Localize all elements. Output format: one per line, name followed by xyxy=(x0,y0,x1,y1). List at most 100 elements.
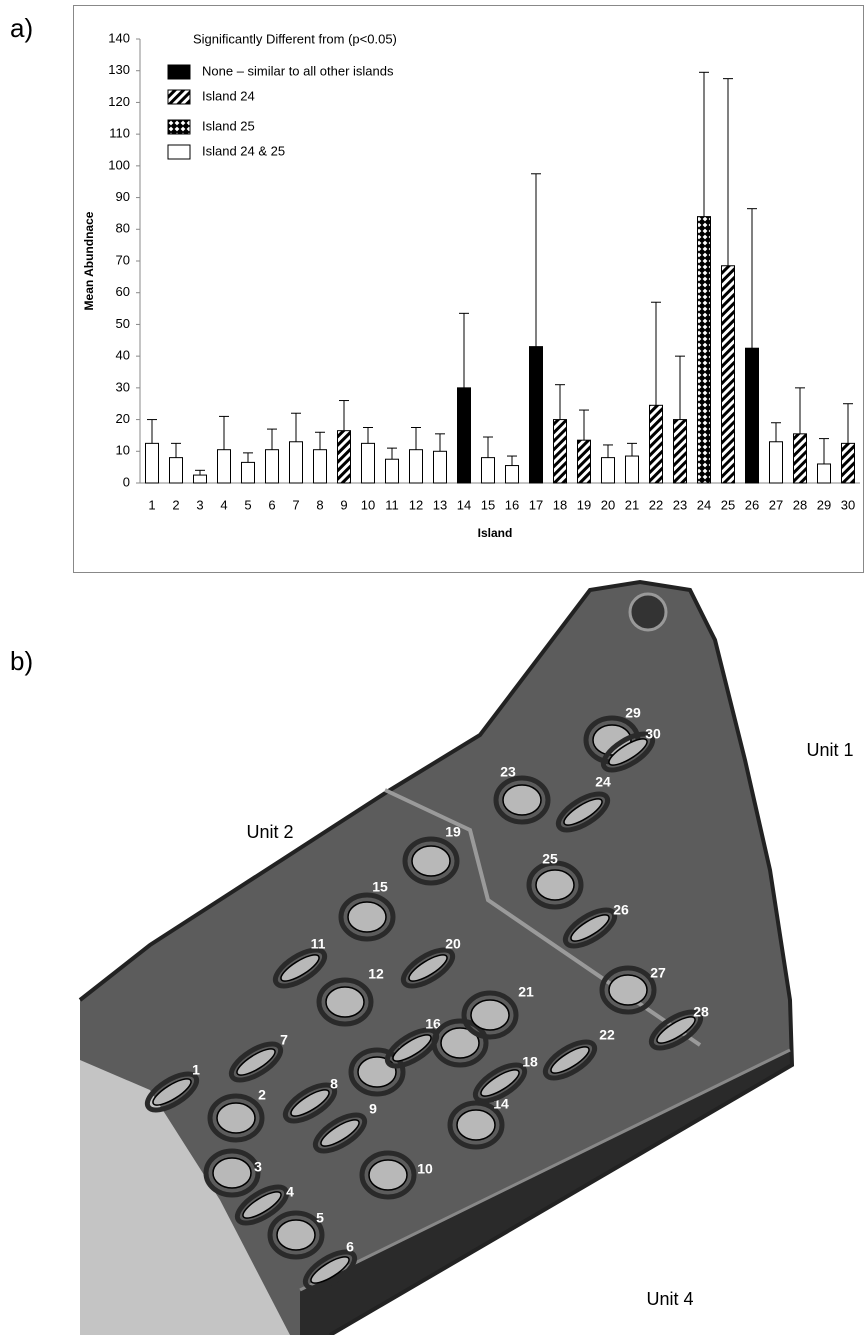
y-tick-label: 10 xyxy=(116,443,130,458)
y-tick-label: 120 xyxy=(108,94,130,109)
x-tick-label: 21 xyxy=(625,497,639,512)
y-tick-label: 130 xyxy=(108,62,130,77)
panel-label: b) xyxy=(10,646,33,676)
bar xyxy=(650,405,663,483)
y-tick-label: 20 xyxy=(116,411,130,426)
bar xyxy=(554,420,567,483)
island-label: 7 xyxy=(280,1032,288,1048)
island-label: 28 xyxy=(693,1004,709,1020)
bar xyxy=(626,456,639,483)
bar xyxy=(818,464,831,483)
map: b) 1234567891011121314151617181920212223… xyxy=(10,582,854,1335)
legend-title: Significantly Different from (p<0.05) xyxy=(193,31,397,46)
island xyxy=(412,846,450,876)
y-axis-label: Mean Abundnace xyxy=(82,211,96,310)
figure: a) Island Mean Abundnace Significantly D… xyxy=(0,0,865,1335)
y-tick-label: 100 xyxy=(108,157,130,172)
x-tick-label: 28 xyxy=(793,497,807,512)
bar xyxy=(722,266,735,483)
island-label: 19 xyxy=(445,824,461,840)
x-tick-label: 11 xyxy=(385,497,399,512)
bar xyxy=(290,442,303,483)
bar xyxy=(194,475,207,483)
island-label: 8 xyxy=(330,1076,338,1092)
island-label: 25 xyxy=(542,851,558,867)
bar xyxy=(338,431,351,483)
island xyxy=(326,987,364,1017)
x-tick-label: 8 xyxy=(316,497,323,512)
island-label: 3 xyxy=(254,1159,262,1175)
pond xyxy=(630,594,666,630)
bar xyxy=(410,450,423,483)
island xyxy=(609,975,647,1005)
x-tick-label: 6 xyxy=(268,497,275,512)
bar xyxy=(218,450,231,483)
island-label: 27 xyxy=(650,965,666,981)
chart-frame xyxy=(74,6,864,573)
legend-label: Island 25 xyxy=(202,118,255,133)
x-tick-label: 24 xyxy=(697,497,711,512)
island-label: 29 xyxy=(625,705,641,721)
bar xyxy=(482,458,495,483)
x-tick-label: 7 xyxy=(292,497,299,512)
panel-label: a) xyxy=(10,13,33,43)
island-label: 15 xyxy=(372,879,388,895)
x-tick-label: 10 xyxy=(361,497,375,512)
island-label: 2 xyxy=(258,1087,266,1103)
island-label: 23 xyxy=(500,764,516,780)
x-tick-label: 23 xyxy=(673,497,687,512)
island-label: 18 xyxy=(522,1054,538,1070)
legend-swatch xyxy=(168,90,190,104)
x-tick-label: 25 xyxy=(721,497,735,512)
bar xyxy=(506,466,519,483)
island-label: 30 xyxy=(645,726,661,742)
island-label: 26 xyxy=(613,902,629,918)
x-tick-label: 16 xyxy=(505,497,519,512)
x-tick-label: 29 xyxy=(817,497,831,512)
bar xyxy=(530,347,543,483)
y-tick-label: 30 xyxy=(116,379,130,394)
island-label: 6 xyxy=(346,1239,354,1255)
legend-swatch xyxy=(168,65,190,79)
island xyxy=(213,1158,251,1188)
x-tick-label: 9 xyxy=(340,497,347,512)
x-tick-label: 17 xyxy=(529,497,543,512)
x-tick-label: 19 xyxy=(577,497,591,512)
bar xyxy=(362,443,375,483)
y-tick-label: 50 xyxy=(116,316,130,331)
bar xyxy=(314,450,327,483)
x-tick-label: 22 xyxy=(649,497,663,512)
island xyxy=(348,902,386,932)
bar xyxy=(434,451,447,483)
unit-label: Unit 4 xyxy=(646,1289,693,1309)
bar xyxy=(242,462,255,483)
x-tick-label: 14 xyxy=(457,497,471,512)
x-tick-label: 3 xyxy=(196,497,203,512)
y-tick-label: 140 xyxy=(108,30,130,45)
x-tick-label: 18 xyxy=(553,497,567,512)
x-tick-label: 13 xyxy=(433,497,447,512)
island-label: 10 xyxy=(417,1161,433,1177)
island-label: 1 xyxy=(192,1062,200,1078)
bar xyxy=(146,443,159,483)
x-tick-label: 15 xyxy=(481,497,495,512)
bar xyxy=(578,440,591,483)
x-tick-label: 26 xyxy=(745,497,759,512)
y-tick-label: 60 xyxy=(116,284,130,299)
x-tick-label: 27 xyxy=(769,497,783,512)
unit-label: Unit 2 xyxy=(246,822,293,842)
island-label: 20 xyxy=(445,936,461,952)
x-tick-label: 20 xyxy=(601,497,615,512)
island-label: 4 xyxy=(286,1184,294,1200)
bar xyxy=(266,450,279,483)
bar xyxy=(386,459,399,483)
island xyxy=(471,1000,509,1030)
island xyxy=(369,1160,407,1190)
y-tick-label: 80 xyxy=(116,221,130,236)
legend-label: Island 24 xyxy=(202,88,255,103)
island xyxy=(536,870,574,900)
y-tick-label: 0 xyxy=(123,474,130,489)
island-label: 9 xyxy=(369,1101,377,1117)
bar xyxy=(794,434,807,483)
y-tick-label: 40 xyxy=(116,348,130,363)
